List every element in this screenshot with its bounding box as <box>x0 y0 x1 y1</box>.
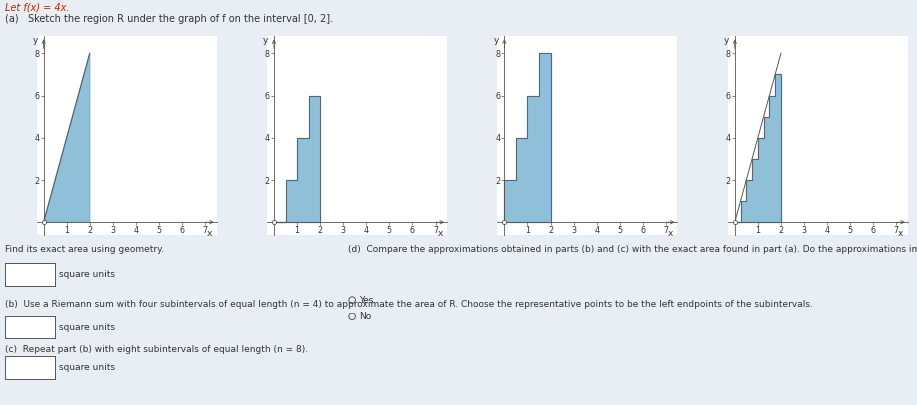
Text: Let f(x) = 4x.: Let f(x) = 4x. <box>5 2 69 12</box>
Text: square units: square units <box>59 363 115 372</box>
Polygon shape <box>44 53 90 222</box>
Text: x: x <box>899 229 903 239</box>
Text: square units: square units <box>59 322 115 332</box>
Text: Yes: Yes <box>359 296 374 305</box>
Text: x: x <box>668 229 673 239</box>
Text: (d)  Compare the approximations obtained in parts (b) and (c) with the exact are: (d) Compare the approximations obtained … <box>348 245 917 254</box>
Text: Find its exact area using geometry.: Find its exact area using geometry. <box>5 245 164 254</box>
Polygon shape <box>504 53 550 222</box>
Text: square units: square units <box>59 270 115 279</box>
Polygon shape <box>274 96 320 222</box>
Text: (a)   Sketch the region R under the graph of f on the interval [0, 2].: (a) Sketch the region R under the graph … <box>5 14 333 24</box>
Polygon shape <box>735 75 781 222</box>
Text: x: x <box>207 229 213 239</box>
Text: y: y <box>33 36 39 45</box>
Text: (b)  Use a Riemann sum with four subintervals of equal length (n = 4) to approxi: (b) Use a Riemann sum with four subinter… <box>5 300 812 309</box>
Text: y: y <box>493 36 499 45</box>
Text: x: x <box>437 229 443 239</box>
Text: y: y <box>263 36 269 45</box>
Text: (c)  Repeat part (b) with eight subintervals of equal length (n = 8).: (c) Repeat part (b) with eight subinterv… <box>5 345 308 354</box>
Text: No: No <box>359 312 371 321</box>
Text: y: y <box>724 36 729 45</box>
